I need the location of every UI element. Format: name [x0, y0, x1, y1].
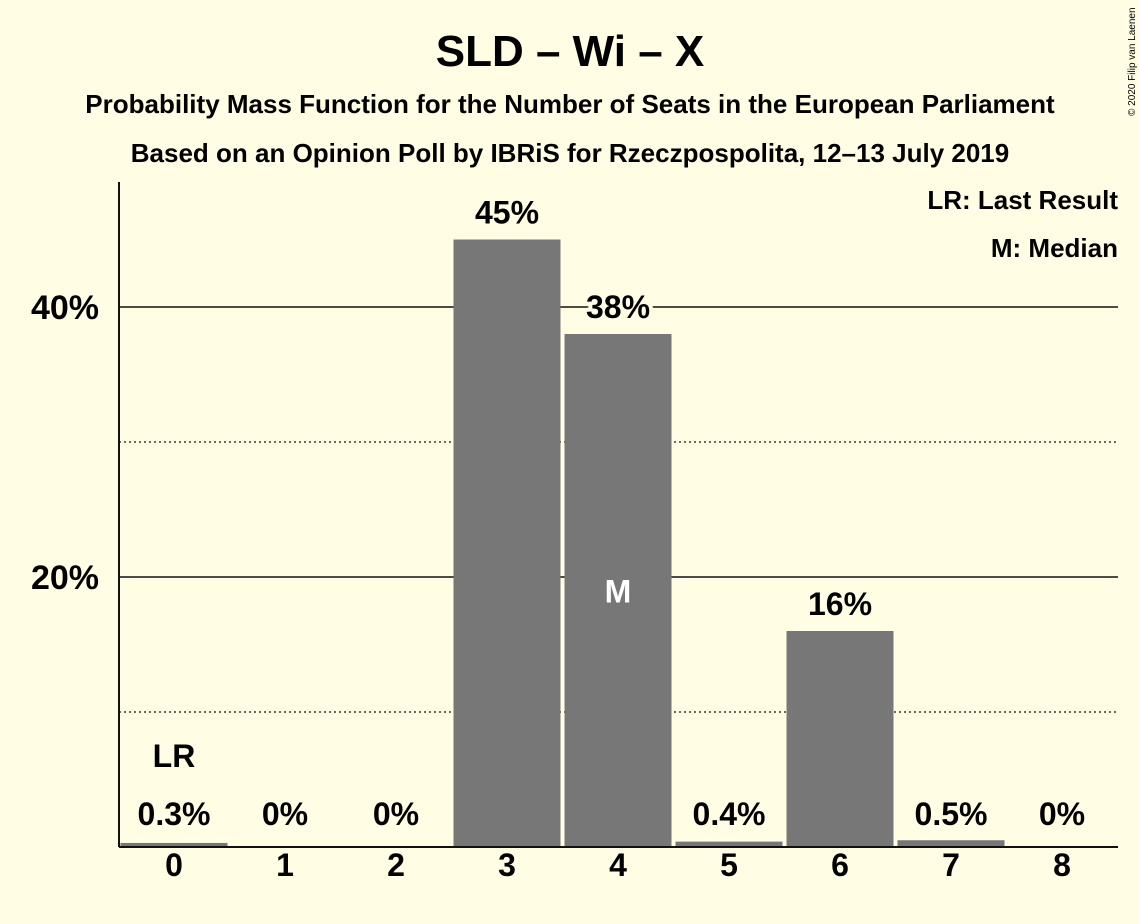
bar — [453, 239, 561, 847]
data-label: 16% — [808, 586, 872, 622]
x-tick-label: 0 — [165, 847, 183, 883]
data-label: 0% — [262, 796, 308, 832]
data-label: 0% — [1039, 796, 1085, 832]
legend-median: M: Median — [991, 233, 1118, 263]
data-label: 0.3% — [138, 796, 211, 832]
bar — [120, 842, 228, 847]
y-tick-label: 20% — [31, 559, 99, 597]
data-label-halo: 0% — [373, 796, 419, 832]
data-labels: 0.3%0.3% 0%0% 0%0%45%45%38%38%0.4%0.4%16%1… — [134, 191, 1090, 837]
data-label-halo: 0% — [262, 796, 308, 832]
data-label-halo: 45% — [475, 195, 539, 231]
x-tick-label: 7 — [942, 847, 960, 883]
bar — [897, 840, 1005, 847]
bars — [120, 239, 1005, 847]
x-tick-label: 5 — [720, 847, 738, 883]
bar — [675, 841, 783, 847]
y-tick-label: 40% — [31, 289, 99, 327]
legend-last-result: LR: Last Result — [927, 185, 1118, 215]
chart-title: SLD – Wi – X — [436, 27, 705, 76]
bar — [564, 334, 672, 847]
data-label-halo: 0.5% — [915, 796, 988, 832]
x-tick-label: 4 — [609, 847, 627, 883]
data-label-halo: 16% — [808, 586, 872, 622]
chart-subtitle-2: Based on an Opinion Poll by IBRiS for Rz… — [131, 138, 1009, 168]
data-label-halo: 38% — [586, 289, 650, 325]
bar — [786, 631, 894, 847]
x-tick-label: 1 — [276, 847, 294, 883]
x-tick-label: 3 — [498, 847, 516, 883]
data-label-halo: 0% — [1039, 796, 1085, 832]
median-marker: M — [605, 574, 632, 610]
data-label-halo: 0.3% — [138, 796, 211, 832]
copyright-text: © 2020 Filip van Laenen — [1127, 7, 1138, 116]
x-tick-label: 2 — [387, 847, 405, 883]
last-result-marker: LR — [153, 738, 196, 774]
chart-subtitle-1: Probability Mass Function for the Number… — [85, 89, 1055, 119]
x-tick-label: 8 — [1053, 847, 1071, 883]
x-tick-label: 6 — [831, 847, 849, 883]
data-label: 0% — [373, 796, 419, 832]
data-label: 0.5% — [915, 796, 988, 832]
data-label: 45% — [475, 195, 539, 231]
data-label-halo: 0.4% — [693, 796, 766, 832]
data-label: 38% — [586, 289, 650, 325]
axes: 20% 40% 0 1 2 3 4 5 6 7 8 — [31, 182, 1118, 883]
data-label: 0.4% — [693, 796, 766, 832]
